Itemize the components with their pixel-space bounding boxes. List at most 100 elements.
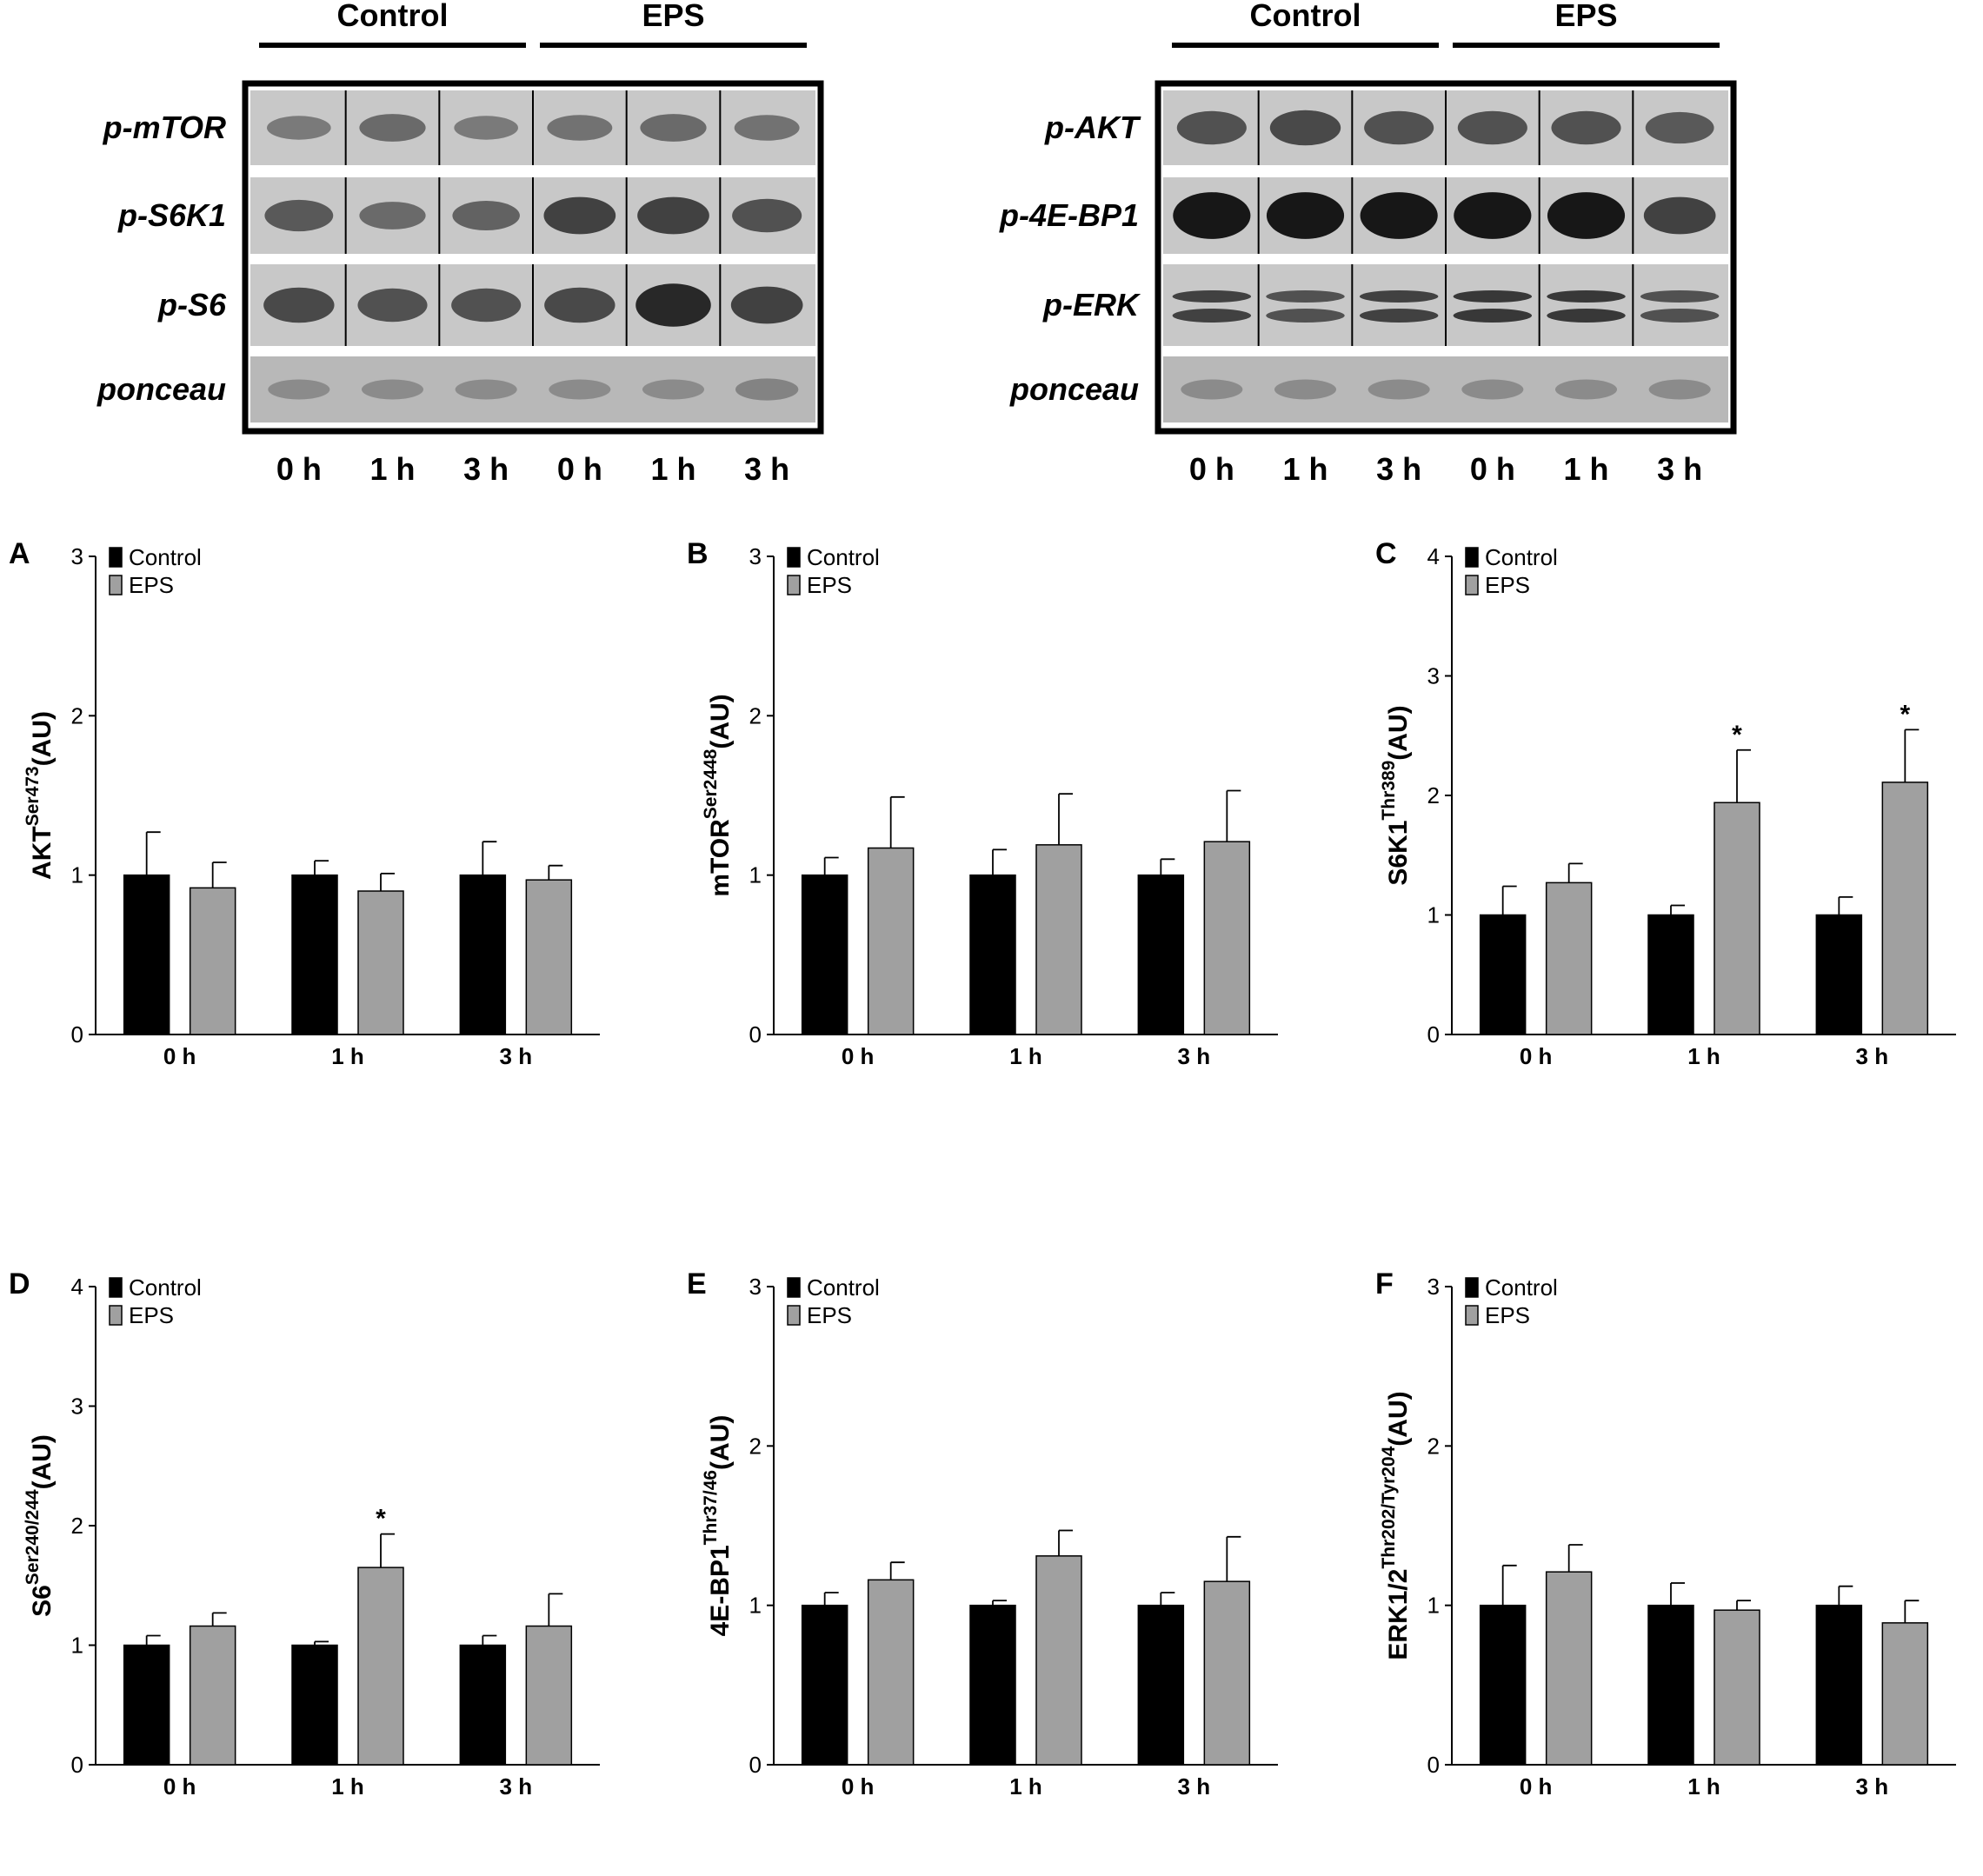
panel-letter-a: A — [9, 537, 30, 570]
blot-band — [1547, 309, 1626, 323]
blot-band — [544, 287, 616, 323]
bar — [1137, 874, 1185, 1035]
blot-group-label: EPS — [1554, 0, 1617, 33]
chart-panel-f: 0 1 2 3 ERK1/2Thr202/Tyr204(AU) Control EPS 0 h… — [1356, 1267, 1982, 1876]
blot-band — [1173, 192, 1251, 239]
western-blot-left: Control EPS p-mTOR p-S6K1 p-S6 ponceau 0 h 1 h 3… — [52, 0, 887, 496]
blot-band — [1172, 309, 1252, 323]
chart-panel-d: 0 1 2 3 4 S6Ser240/244(AU) Control EPS 0 h 1 h * 3 … — [0, 1267, 626, 1876]
bar — [867, 847, 915, 1035]
bar — [1137, 1604, 1185, 1766]
blot-band — [635, 283, 711, 327]
y-tick-label: 0 — [1427, 1021, 1440, 1048]
bar — [1881, 782, 1929, 1035]
bar — [969, 1604, 1016, 1766]
legend-swatch — [109, 575, 123, 595]
blot-band — [1367, 379, 1430, 400]
blot-band — [1176, 110, 1247, 145]
blot-row-label: p-ERK — [1042, 287, 1141, 323]
blot-band — [451, 288, 522, 323]
bar — [189, 887, 236, 1035]
blot-band — [1360, 192, 1438, 239]
y-axis-label: S6Ser240/244(AU) — [23, 1434, 57, 1617]
legend-swatch — [109, 1305, 123, 1326]
y-tick-label: 0 — [1427, 1752, 1440, 1778]
x-tick-label: 3 h — [500, 1043, 533, 1069]
bar — [1647, 1604, 1694, 1766]
bar — [1479, 914, 1527, 1035]
blot-band — [1359, 290, 1439, 303]
legend-label: EPS — [129, 572, 174, 598]
legend-swatch — [787, 547, 801, 568]
bar — [1035, 1555, 1082, 1766]
legend-label: Control — [1485, 544, 1558, 570]
blot-band — [547, 115, 613, 141]
y-axis-label: 4E-BP1Thr37/46(AU) — [701, 1415, 735, 1637]
bar — [459, 1644, 507, 1766]
legend-swatch — [1465, 1277, 1479, 1298]
x-tick-label: 0 h — [163, 1043, 196, 1069]
bar — [525, 879, 573, 1035]
chart-panel-e: 0 1 2 3 4E-BP1Thr37/46(AU) Control EPS 0 h 1 h 3 … — [678, 1267, 1304, 1876]
y-axis-label: AKTSer473(AU) — [23, 711, 57, 880]
bar — [291, 1644, 338, 1766]
blot-lane-label: 3 h — [1376, 451, 1421, 487]
blot-row-label: p-mTOR — [103, 110, 226, 145]
significance-star: * — [1732, 721, 1742, 749]
blot-strip — [250, 356, 815, 422]
legend-swatch — [109, 1277, 123, 1298]
legend-swatch — [1465, 547, 1479, 568]
blot-lane-label: 1 h — [1282, 451, 1328, 487]
panel-letter-b: B — [687, 537, 709, 570]
bar — [969, 874, 1016, 1035]
significance-star: * — [376, 1505, 386, 1533]
blot-band — [359, 202, 426, 230]
blot-lane-label: 1 h — [369, 451, 415, 487]
blot-band — [268, 379, 330, 400]
blot-lane-label: 0 h — [1189, 451, 1234, 487]
y-tick-label: 1 — [71, 1633, 83, 1659]
x-tick-label: 3 h — [500, 1773, 533, 1799]
bar — [867, 1579, 915, 1766]
blot-band — [1453, 290, 1533, 303]
blot-band — [549, 379, 611, 400]
blot-lane-label: 3 h — [463, 451, 509, 487]
bar — [123, 874, 170, 1035]
y-axis-label: ERK1/2Thr202/Tyr204(AU) — [1379, 1391, 1413, 1660]
x-tick-label: 0 h — [1520, 1773, 1553, 1799]
blot-band — [1461, 379, 1524, 400]
legend-label: Control — [1485, 1274, 1558, 1301]
blot-row-label: ponceau — [1009, 371, 1139, 407]
blot-band — [263, 287, 335, 323]
y-tick-label: 1 — [749, 1593, 762, 1619]
x-tick-label: 1 h — [331, 1773, 364, 1799]
blot-group-label: Control — [1250, 0, 1361, 33]
legend-label: Control — [807, 544, 880, 570]
legend-label: Control — [129, 544, 202, 570]
x-tick-label: 1 h — [331, 1043, 364, 1069]
blot-row-label: p-4E-BP1 — [999, 197, 1139, 233]
x-tick-label: 0 h — [1520, 1043, 1553, 1069]
y-axis-label: mTORSer2448(AU) — [701, 694, 735, 896]
blot-row-label: p-AKT — [1044, 110, 1141, 145]
y-tick-label: 0 — [749, 1752, 762, 1778]
chart-panel-a: 0 1 2 3 AKTSer473(AU) Control EPS 0 h 1 h 3 h — [0, 537, 626, 1146]
blot-band — [454, 116, 518, 140]
x-tick-label: 1 h — [1009, 1043, 1042, 1069]
blot-band — [730, 286, 803, 324]
bar — [189, 1625, 236, 1766]
legend-label: Control — [129, 1274, 202, 1301]
blot-band — [455, 379, 517, 400]
x-tick-label: 0 h — [842, 1043, 875, 1069]
blot-band — [361, 379, 424, 400]
blot-band — [543, 196, 616, 235]
blot-band — [1359, 309, 1439, 323]
blot-band — [359, 114, 426, 142]
x-tick-label: 3 h — [1856, 1773, 1889, 1799]
legend-swatch — [109, 547, 123, 568]
bar — [459, 874, 507, 1035]
y-tick-label: 3 — [749, 543, 762, 569]
y-axis-label: S6K1Thr389(AU) — [1379, 705, 1413, 885]
